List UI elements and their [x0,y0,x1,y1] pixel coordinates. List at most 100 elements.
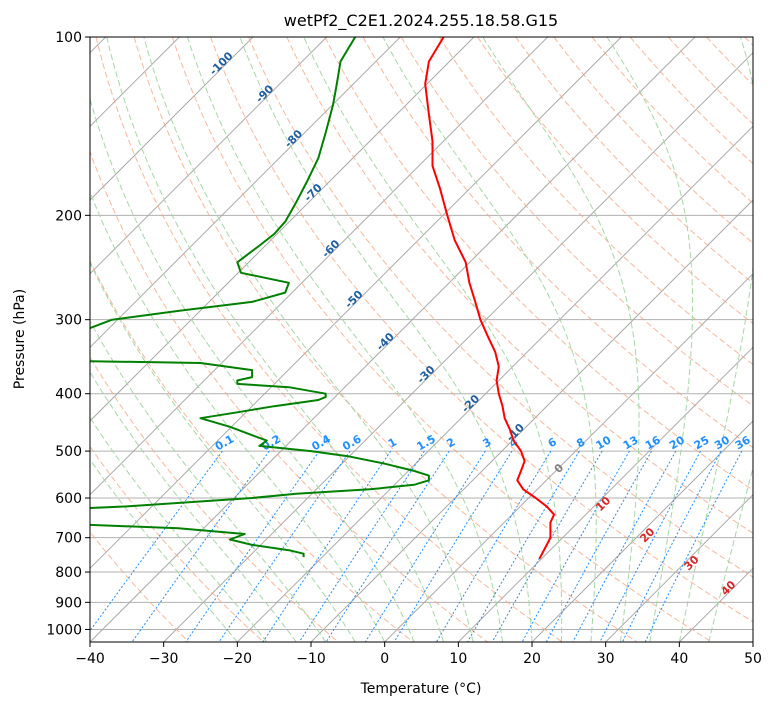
y-tick-label: 900 [55,595,82,611]
y-tick-label: 700 [55,531,82,547]
profile-series [90,37,556,560]
dry-adiabat-line [629,37,753,165]
y-tick-label: 300 [55,313,82,329]
x-tick-label: 30 [597,651,615,667]
x-tick-label: 20 [523,651,541,667]
isotherm-line [90,37,622,570]
isotherm-label: -100 [207,49,236,78]
isotherm-line [90,37,696,642]
mixing-ratio-line [491,450,603,642]
mixing-ratio-line [262,450,392,642]
moist-adiabat-line [90,370,297,642]
mixing-ratio-label: 6 [546,435,559,450]
dry-adiabat-line [591,37,753,204]
isotherm-label: -50 [342,288,365,311]
moist-adiabat-line [106,37,445,642]
moist-adiabat-line [303,37,563,642]
dry-adiabat-line [171,37,712,642]
dewpoint-line [90,37,430,558]
mixing-ratio-line [545,450,653,642]
plot-frame [89,36,754,643]
moist-adiabat-line [382,37,597,642]
dry-adiabat-line [95,37,563,642]
mixing-ratio-line [621,450,722,642]
mixing-ratio-line [131,450,270,642]
moist-adiabat-line [187,37,503,642]
mixing-ratio-line [467,450,580,642]
mixing-ratio-label: 0.6 [340,432,364,453]
moist-adiabat-line [90,261,356,642]
moist-adiabat-line [90,97,415,642]
dry-adiabat-line [362,37,753,449]
dry-adiabat-line [90,531,190,642]
dry-adiabat-line [90,150,488,642]
mixing-ratio-label: 30 [712,433,732,452]
y-tick-label: 800 [55,565,82,581]
moist-adiabat-line [143,37,474,642]
isotherm-line [678,567,753,642]
chart-title: wetPf2_C2E1.2024.255.18.58.G15 [284,11,558,31]
dry-adiabat-label: 0 [552,461,567,476]
y-tick-label: 100 [55,30,82,46]
moist-adiabat-line [482,37,640,642]
moist-adiabat-line [90,190,386,642]
dry-adiabat-line [706,37,753,86]
y-axis-ticks: 100 200 300 400 500 600 700 800 900 1000 [46,30,90,638]
isotherm-label: -40 [374,330,397,353]
moist-adiabat-line [678,37,753,642]
x-tick-label: 0 [380,651,389,667]
moist-adiabat-line [90,416,268,642]
mixing-ratio-label: 16 [643,433,663,452]
x-tick-label: −20 [223,651,253,667]
isotherm-label: -30 [414,363,437,386]
plot-area: -100-90-80-70-60-50-40-30-20-100.1 0.2 0.4… [90,37,753,642]
moist-adiabat-line [90,458,238,642]
mixing-ratio-line [218,450,351,642]
mixing-ratio-label: 1.5 [414,432,437,453]
isotherms [90,37,753,642]
mixing-ratio-label: 0.1 [213,432,236,453]
isotherm-line [90,37,401,349]
dry-adiabat-label: 30 [682,553,702,573]
pressure-gridlines [90,37,753,630]
x-axis-label: Temperature (°C) [360,681,482,697]
mixing-ratio-label: 3 [480,435,493,450]
isotherm-line [384,272,753,642]
mixing-ratio-label: 10 [594,433,614,452]
mixing-ratio-label: 20 [667,433,687,452]
y-tick-label: 200 [55,208,82,224]
moist-adiabat-line [606,37,694,642]
isotherm-line [605,493,753,642]
mixing-ratio-label: 8 [574,435,587,450]
isotherm-line [90,37,328,275]
dry-adiabat-line [210,37,753,623]
x-axis-ticks: −40 −30 −20 −10 0 10 20 30 40 50 [75,642,762,667]
dry-adiabat-line [744,37,753,47]
moist-adiabats [90,37,753,642]
mixing-ratio-line [185,450,320,642]
isotherm-line [531,420,753,642]
dry-adiabats [90,37,753,642]
y-tick-label: 400 [55,387,82,403]
dry-adiabat-line [90,356,339,642]
y-tick-label: 600 [55,491,82,507]
mixing-ratio-label: 1 [386,435,399,450]
isotherm-line [457,346,753,642]
x-tick-label: −10 [296,651,326,667]
mixing-ratio-line [325,450,450,642]
dry-adiabat-label: 20 [637,525,657,545]
isotherm-line [90,37,475,422]
x-tick-label: −40 [75,651,105,667]
x-tick-label: 10 [449,651,467,667]
moist-adiabat-line [239,37,533,642]
temperature-line [424,37,556,560]
mixing-ratio-line [393,450,513,642]
x-tick-label: 50 [744,651,762,667]
mixing-ratio-line [90,450,223,632]
dry-adiabat-line [515,37,753,284]
y-tick-label: 1000 [46,622,82,638]
dry-adiabat-line [90,445,264,642]
y-tick-label: 500 [55,444,82,460]
mixing-ratio-line [364,450,486,642]
